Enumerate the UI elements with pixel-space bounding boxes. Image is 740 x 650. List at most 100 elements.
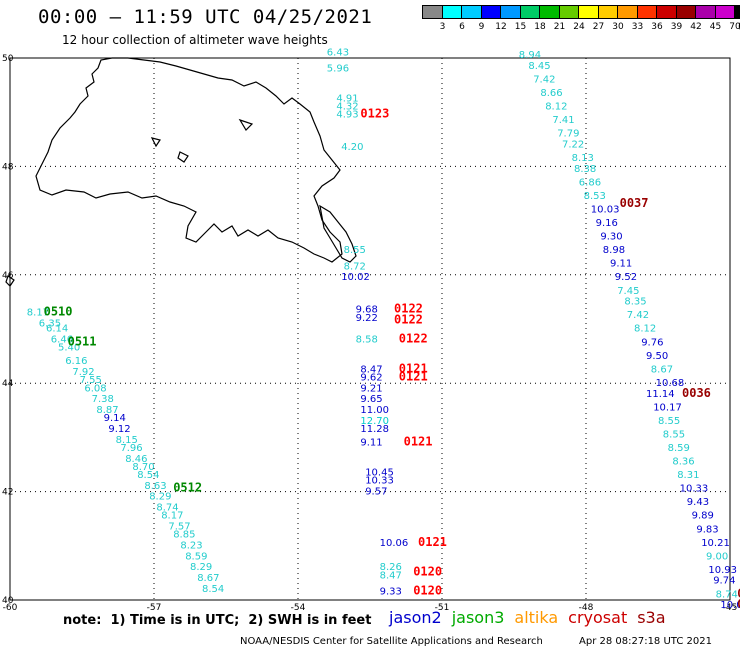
lon-tick-label: -45	[723, 603, 738, 613]
pass-time-label: 0120	[413, 584, 442, 598]
colorbar-swatch	[617, 5, 638, 19]
pass-time-label: 0037	[620, 196, 649, 210]
colorbar-swatch	[578, 5, 599, 19]
lat-tick-label: 46	[2, 271, 14, 281]
swh-value: 8.59	[668, 443, 690, 454]
swh-value: 9.68	[356, 305, 378, 316]
swh-value: 10.21	[701, 538, 730, 549]
swh-value: 8.45	[528, 61, 550, 72]
swh-value: 6.86	[579, 177, 601, 188]
colorbar-swatch	[695, 5, 716, 19]
swh-value: 8.53	[584, 191, 606, 202]
swh-value: 10.06	[380, 538, 409, 549]
pass-time-label: 0036	[682, 386, 711, 400]
swh-value: 8.29	[190, 562, 212, 573]
pass-time-label: 00	[737, 586, 740, 600]
swh-value: 10.05	[720, 600, 740, 611]
colorbar-swatch	[422, 5, 443, 19]
swh-value: 7.92	[72, 367, 94, 378]
colorbar-label: 42	[690, 22, 702, 32]
swh-value: 9.21	[360, 383, 382, 394]
swh-value: 9.76	[641, 337, 663, 348]
swh-value: 9.50	[646, 351, 668, 362]
map-frame	[9, 57, 731, 601]
pass-time-label: 0511	[68, 334, 97, 348]
colorbar-swatch	[480, 5, 501, 19]
swh-value: 10.03	[591, 204, 620, 215]
swh-value: 6.35	[39, 318, 61, 329]
colorbar-swatch	[656, 5, 677, 19]
swh-value: 8.15	[116, 435, 138, 446]
swh-value: 8.63	[144, 481, 166, 492]
avalon-coast	[319, 204, 357, 263]
island-4	[5, 275, 15, 287]
pass-time-label: 0121	[418, 535, 447, 549]
colorbar-label: 70	[729, 22, 740, 32]
colorbar-label: 15	[514, 22, 527, 32]
island-2	[177, 151, 189, 163]
colorbar-label: 18	[534, 22, 546, 32]
swh-value: 8.31	[677, 470, 699, 481]
lon-tick-label: -60	[3, 603, 18, 613]
lat-tick-label: 40	[2, 596, 14, 606]
swh-value: 7.42	[627, 310, 649, 321]
colorbar-label: 24	[573, 22, 585, 32]
colorbar-swatch	[461, 5, 482, 19]
pass-time-label: 0121	[399, 369, 428, 383]
pass-time-label: 0510	[44, 304, 73, 318]
colorbar-swatch	[636, 5, 657, 19]
swh-value: 11.14	[646, 389, 675, 400]
swh-value: 10.45	[365, 467, 394, 478]
swh-value: 8.17	[161, 511, 183, 522]
swh-value: 7.38	[92, 394, 114, 405]
colorbar-label: 39	[670, 22, 683, 32]
island-3	[238, 118, 254, 131]
swh-value: 8.74	[716, 589, 738, 600]
swh-value: 8.12	[634, 324, 656, 335]
swh-value: 8.58	[356, 335, 378, 346]
lon-tick-label: -54	[291, 603, 306, 613]
swh-value: 6.46	[51, 335, 73, 346]
pass-time-label: 0120	[413, 565, 442, 579]
swh-value: 8.72	[344, 261, 366, 272]
swh-value: 7.42	[533, 74, 555, 85]
swh-value: 8.94	[519, 50, 541, 61]
lat-tick-label: 44	[2, 379, 14, 389]
colorbar-swatch	[441, 5, 462, 19]
lat-tick-label: 50	[2, 54, 14, 64]
colorbar-label: 21	[553, 22, 566, 32]
legend-entry-jason2: jason2	[389, 608, 442, 627]
pass-time-label: 0122	[394, 313, 423, 327]
page-title: 00:00 – 11:59 UTC 04/25/2021	[38, 6, 373, 28]
swh-value: 4.20	[341, 142, 363, 153]
swh-value: 8.29	[149, 492, 171, 503]
swh-value: 4.91	[336, 93, 358, 104]
colorbar-label: 36	[651, 22, 663, 32]
swh-value: 8.59	[185, 551, 207, 562]
colorbar-swatch	[714, 5, 735, 19]
swh-value: 7.41	[552, 115, 574, 126]
credit-timestamp: Apr 28 08:27:18 UTC 2021	[579, 636, 712, 647]
colorbar-swatch	[519, 5, 540, 19]
swh-value: 5.40	[58, 343, 80, 354]
swh-value: 6.08	[84, 383, 106, 394]
axis-ticks: -60 -57 -54 -51 -48 -45 50 48 46 44 42 40	[2, 54, 737, 613]
swh-value: 9.14	[104, 413, 126, 424]
swh-value: 8.47	[360, 364, 382, 375]
swh-value: 11.28	[360, 424, 389, 435]
swh-value: 9.62	[360, 372, 382, 383]
pass-time-label: 0123	[360, 107, 389, 121]
swh-value: 8.35	[624, 297, 646, 308]
swh-value: 8.36	[672, 457, 694, 468]
swh-value: 9.30	[600, 232, 622, 243]
legend-entry-altika: altika	[514, 608, 559, 627]
colorbar-label: 6	[459, 22, 465, 32]
swh-value: 9.74	[713, 576, 735, 587]
pass-time-label: 00	[737, 597, 740, 611]
pass-time-label: 0121	[399, 361, 428, 375]
swh-value: 7.57	[168, 522, 190, 533]
swh-value: 8.13	[572, 153, 594, 164]
swh-value: 8.67	[197, 573, 219, 584]
swh-value: 8.87	[96, 405, 118, 416]
